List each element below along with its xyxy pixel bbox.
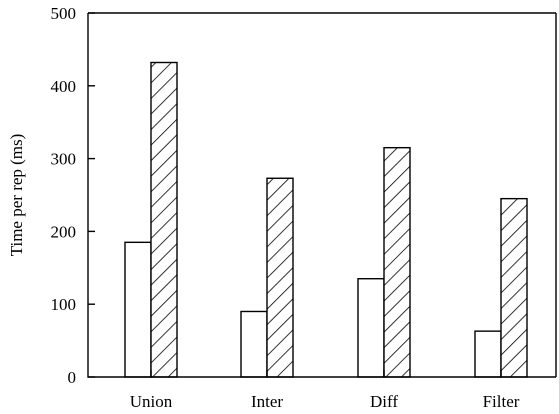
bar-filter-series-1	[474, 330, 502, 378]
plot-area: 0 100 200 300 400 500 Union Inter Diff Filter	[51, 4, 557, 411]
y-axis-title: Time per rep (ms)	[7, 134, 26, 257]
y-tick-label: 0	[68, 368, 77, 387]
y-tick-label: 500	[51, 4, 77, 23]
bar-union-series-2	[150, 61, 178, 378]
y-tick-label: 300	[51, 150, 77, 169]
bar-filter-series-2	[500, 197, 528, 378]
bar-inter-series-1	[240, 310, 268, 378]
x-category-label: Inter	[251, 392, 283, 411]
plot-frame	[87, 12, 557, 378]
x-category-label: Union	[130, 392, 173, 411]
x-category-label: Diff	[370, 392, 398, 411]
bars	[124, 61, 528, 378]
x-axis-labels: Union Inter Diff Filter	[130, 370, 520, 411]
y-tick-label: 100	[51, 295, 77, 314]
bar-diff-series-1	[357, 278, 385, 378]
x-category-label: Filter	[483, 392, 520, 411]
bar-diff-series-2	[383, 146, 411, 378]
y-tick-label: 400	[51, 77, 77, 96]
bar-inter-series-2	[266, 177, 294, 378]
y-tick-label: 200	[51, 222, 77, 241]
bar-union-series-1	[124, 241, 152, 378]
